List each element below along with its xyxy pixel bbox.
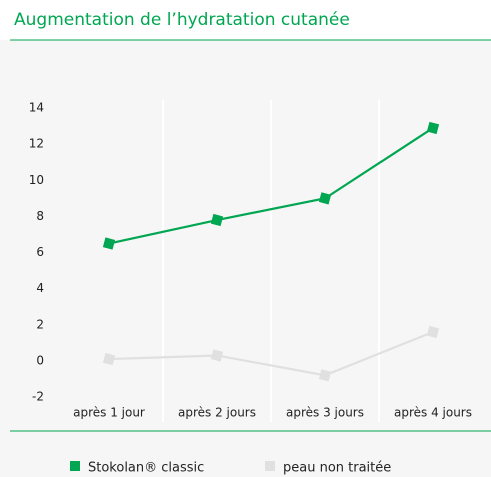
y-tick-label: -2 [32,390,44,404]
legend-swatch [70,461,80,471]
marker [210,213,224,227]
x-tick-label: après 1 jour [73,406,145,420]
y-tick-label: 0 [36,353,44,367]
x-tick-label: après 4 jours [394,406,472,420]
y-tick-label: 6 [36,245,44,259]
y-tick-label: 10 [29,173,44,187]
background [0,40,491,477]
marker [102,352,116,366]
y-tick-label: 4 [36,281,44,295]
marker [102,237,116,250]
y-tick-label: 12 [29,137,44,151]
marker [318,192,332,205]
series-line [108,330,434,377]
legend-label: peau non traitée [283,461,391,476]
marker [426,325,440,339]
legend-label: Stokolan® classic [88,461,204,476]
y-tick-label: 14 [29,101,44,115]
marker [426,121,440,135]
x-tick-label: après 2 jours [178,406,256,420]
y-tick-label: 2 [36,317,44,331]
series-line [108,127,434,245]
y-tick-label: 8 [36,209,44,223]
chart-title: Augmentation de l’hydratation cutanée [14,10,350,30]
x-tick-label: après 3 jours [286,406,364,420]
legend-swatch [265,461,275,471]
marker [210,349,224,362]
marker [318,369,332,382]
